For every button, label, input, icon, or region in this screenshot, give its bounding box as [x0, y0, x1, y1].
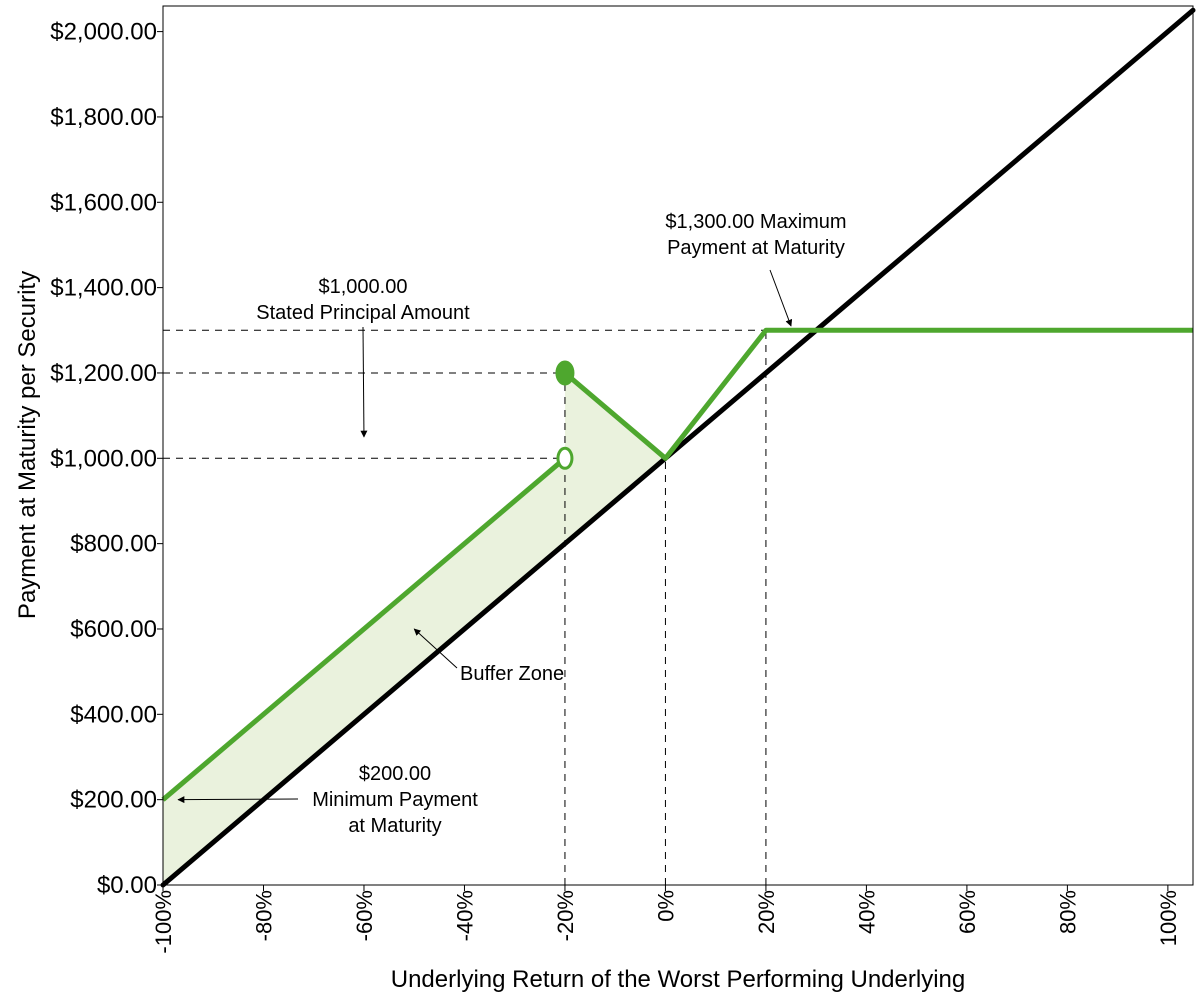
y-tick-label: $1,400.00	[50, 275, 157, 302]
x-tick-label: 40%	[854, 890, 879, 934]
annotation-text: $200.00 Minimum Payment at Maturity	[312, 763, 478, 837]
annotation-arrow	[177, 796, 299, 804]
x-tick-label: 100%	[1156, 890, 1181, 946]
y-tick-label: $600.00	[70, 616, 157, 643]
payoff-marker-open	[556, 446, 574, 470]
security-payoff-line	[161, 456, 567, 802]
y-tick-label: $0.00	[97, 872, 157, 899]
y-axis-label: Payment at Maturity per Security	[14, 271, 41, 619]
y-tick-label: $2,000.00	[50, 19, 157, 46]
y-tick-label: $1,200.00	[50, 360, 157, 387]
x-tick-label: -80%	[251, 890, 276, 941]
underlying-return-line	[160, 7, 1196, 888]
annotation-text: Buffer Zone	[460, 663, 564, 685]
annotation-text: $1,300.00 Maximum Payment at Maturity	[665, 211, 846, 259]
x-tick-label: 60%	[955, 890, 980, 934]
plot-frame	[162, 5, 1194, 886]
x-tick-label: -100%	[151, 890, 176, 954]
security-payoff-line	[563, 327, 1193, 461]
annotation-arrow	[360, 326, 368, 438]
x-tick-label: -40%	[452, 890, 477, 941]
y-tick-label: $800.00	[70, 531, 157, 558]
y-tick-label: $1,800.00	[50, 104, 157, 131]
annotation-arrow	[769, 269, 793, 327]
x-tick-label: 20%	[754, 890, 779, 934]
annotation-text: $1,000.00 Stated Principal Amount	[256, 276, 470, 324]
y-tick-label: $1,000.00	[50, 445, 157, 472]
x-tick-label: -20%	[553, 890, 578, 941]
x-axis-label: Underlying Return of the Worst Performin…	[391, 966, 965, 993]
x-tick-label: -60%	[352, 890, 377, 941]
x-tick-label: 80%	[1055, 890, 1080, 934]
y-tick-label: $1,600.00	[50, 189, 157, 216]
x-tick-label: 0%	[653, 890, 678, 922]
y-tick-label: $200.00	[70, 787, 157, 814]
annotation-arrow	[413, 628, 458, 669]
payoff-marker-filled	[555, 360, 575, 386]
y-tick-label: $400.00	[70, 701, 157, 728]
